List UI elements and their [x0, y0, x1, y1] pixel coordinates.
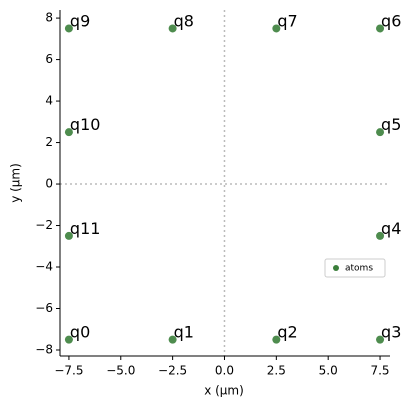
- atom-point: [376, 128, 385, 137]
- atom-label: q3: [381, 323, 401, 342]
- y-tick-label: 4: [45, 94, 53, 108]
- atom-label: q1: [174, 323, 194, 342]
- atom-label: q0: [70, 323, 90, 342]
- x-tick-label: −7.5: [54, 364, 83, 378]
- atom-point: [272, 24, 281, 33]
- y-axis-label: y (µm): [9, 163, 23, 203]
- legend-box: [324, 258, 386, 278]
- atom-label: q8: [174, 11, 194, 30]
- x-tick-label: 0.0: [215, 364, 234, 378]
- x-axis-label: x (µm): [204, 384, 244, 398]
- x-tick-label: −2.5: [158, 364, 187, 378]
- atom-label: q5: [381, 115, 401, 134]
- y-tick-label: −2: [35, 218, 53, 232]
- atom-label: q10: [70, 115, 101, 134]
- atom-point: [376, 231, 385, 240]
- atom-point: [168, 24, 177, 33]
- atom-label: q4: [381, 219, 401, 238]
- x-tick-label: 7.5: [370, 364, 389, 378]
- atom-label: q11: [70, 219, 101, 238]
- atom-point: [376, 24, 385, 33]
- atom-point: [64, 335, 73, 344]
- legend-marker: [333, 265, 339, 271]
- y-tick-label: −4: [35, 260, 53, 274]
- y-tick-label: 6: [45, 52, 53, 66]
- atom-label: q2: [277, 323, 297, 342]
- y-tick-label: 8: [45, 11, 53, 25]
- y-tick-label: −8: [35, 342, 53, 356]
- legend-label: atoms: [345, 264, 373, 274]
- y-tick-label: 2: [45, 135, 53, 149]
- atom-label: q6: [381, 11, 401, 30]
- x-tick-label: −5.0: [106, 364, 135, 378]
- atom-point: [64, 24, 73, 33]
- atom-label: q7: [277, 11, 297, 30]
- x-tick-label: 5.0: [319, 364, 338, 378]
- atom-point: [376, 335, 385, 344]
- atom-point: [272, 335, 281, 344]
- atom-point: [64, 231, 73, 240]
- x-tick-label: 2.5: [267, 364, 286, 378]
- atom-point: [64, 128, 73, 137]
- atom-label: q9: [70, 11, 90, 30]
- y-tick-label: 0: [45, 177, 53, 191]
- y-tick-label: −6: [35, 301, 53, 315]
- atom-point: [168, 335, 177, 344]
